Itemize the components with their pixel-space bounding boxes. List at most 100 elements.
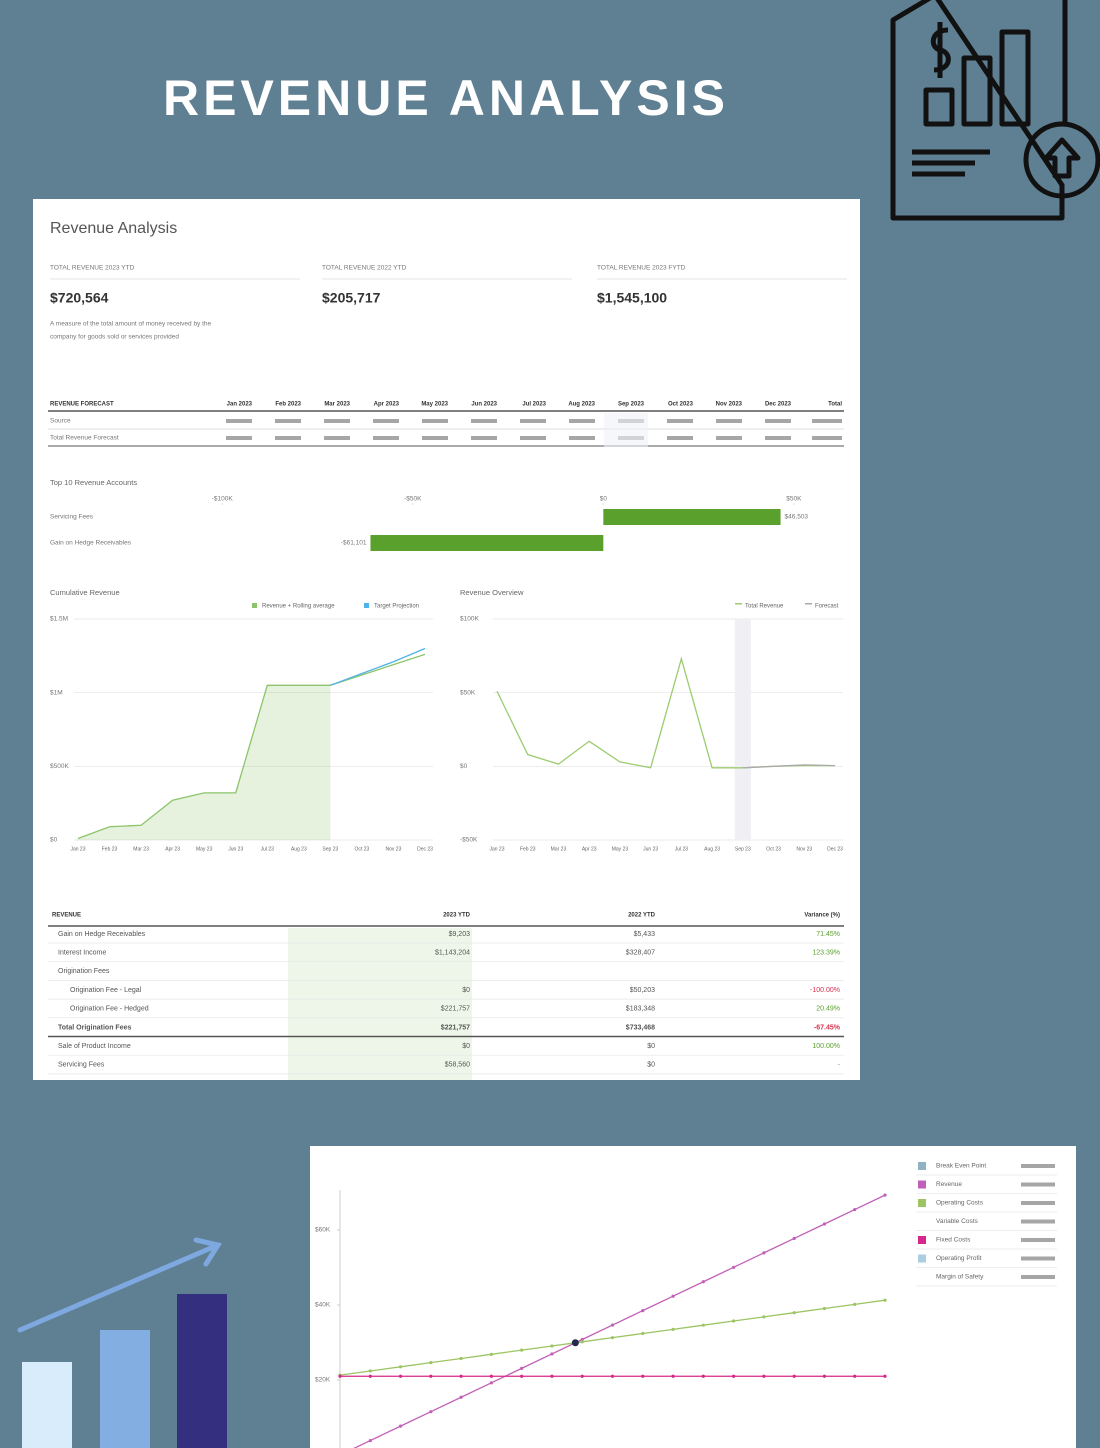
legend-swatch [918,1254,926,1263]
chart-title: Revenue Overview [460,588,524,597]
point [762,1315,766,1319]
legend-label: Total Revenue [745,604,784,610]
x-tick-label: Jul 23 [675,846,689,852]
kpi-note: A measure of the total amount of money r… [50,321,212,328]
icon-lines [912,149,990,177]
icon-bar [923,87,955,127]
point [883,1298,887,1302]
x-tick-label: May 23 [196,846,213,852]
blurred-text [422,436,448,440]
blurred-text [667,436,693,440]
point [822,1222,827,1226]
deco-bar [177,1294,227,1448]
point [610,1336,615,1340]
point [671,1294,675,1298]
blurred-text [471,419,497,423]
row-label: Origination Fee - Hedged [70,1006,149,1013]
x-tick-label: Oct 23 [766,846,781,852]
table-cell: $0 [647,1043,655,1050]
y-tick-label: $20K [315,1377,331,1384]
value-label: -$61,101 [341,540,367,547]
x-tick-label: Aug 23 [704,846,720,852]
table-cell: 20.49% [816,1006,840,1013]
table-cell: 100.00% [812,1043,840,1050]
table-header: Variance (%) [804,913,840,919]
point [853,1374,857,1378]
x-tick-label: Mar 23 [133,846,149,852]
point [853,1302,857,1306]
point [822,1374,827,1378]
kpi-label: TOTAL REVENUE 2022 YTD [322,265,407,272]
blurred-text [569,436,595,440]
blurred-text [765,419,791,423]
point [610,1323,615,1327]
blurred-text [716,436,742,440]
bar [370,535,604,551]
point [671,1327,675,1331]
kpi-label: TOTAL REVENUE 2023 FYTD [597,265,686,272]
row-label: Total Revenue Forecast [50,435,119,442]
blurred-text [373,436,399,440]
legend-swatch [805,603,812,605]
legend-label: Revenue [936,1181,962,1188]
row-label: Sale of Product Income [58,1043,131,1050]
x-tick-label: Feb 23 [102,846,118,852]
x-tick-label: Sep 23 [735,846,751,852]
table-cell: $183,348 [626,1006,655,1013]
blurred-text [716,419,742,423]
doc-outline [890,0,1068,221]
point [429,1361,433,1365]
table-header: Total [828,402,842,408]
table-header: 2022 YTD [628,913,656,919]
point [429,1374,433,1378]
series-line [330,647,426,686]
x-tick-label: Feb 23 [520,846,536,852]
x-tick-label: $0 [600,496,608,503]
kpi-value: $1,545,100 [597,290,667,306]
x-tick-label: Jun 23 [228,846,243,852]
point [489,1352,493,1356]
x-tick-label: Apr 23 [165,846,180,852]
blurred-text [765,436,791,440]
legend-swatch [918,1236,926,1244]
blurred-text [275,419,301,423]
x-tick-label: Sep 23 [322,846,338,852]
x-tick-label: Dec 23 [827,846,843,852]
dashboard-title: Revenue Analysis [50,220,177,237]
blurred-text [1021,1182,1055,1187]
table-cell: $221,757 [441,1006,470,1013]
legend-label: Forecast [815,604,839,610]
blurred-text [520,419,546,423]
value-label: $46,503 [785,514,809,521]
table-header: Apr 2023 [374,402,400,408]
point [368,1374,372,1378]
point [550,1374,554,1378]
blurred-text [1021,1275,1055,1279]
x-tick-label: Dec 23 [417,846,433,852]
series-line [742,764,836,769]
point [459,1356,463,1361]
x-tick-label: $50K [786,496,802,503]
x-tick-label: Jul 23 [261,846,275,852]
column-highlight [604,413,648,447]
blurred-text [1021,1238,1055,1242]
point [368,1438,372,1443]
x-tick-label: Oct 23 [355,846,370,852]
point [580,1340,584,1344]
legend-swatch [918,1199,926,1207]
blurred-text [324,436,350,440]
point [550,1344,554,1348]
point [550,1352,554,1356]
x-tick-label: -$100K [212,496,234,503]
table-cell: - [838,1062,841,1069]
point [732,1319,736,1323]
legend-swatch [364,603,369,608]
table-cell: 71.45% [816,931,840,938]
icon-circle [1023,121,1100,199]
y-tick-label: $500K [50,763,69,770]
icon-bar [961,55,993,127]
table-header: Sep 2023 [618,402,645,408]
legend-swatch [735,603,742,605]
point [732,1265,736,1269]
table-header: REVENUE FORECAST [50,402,114,408]
